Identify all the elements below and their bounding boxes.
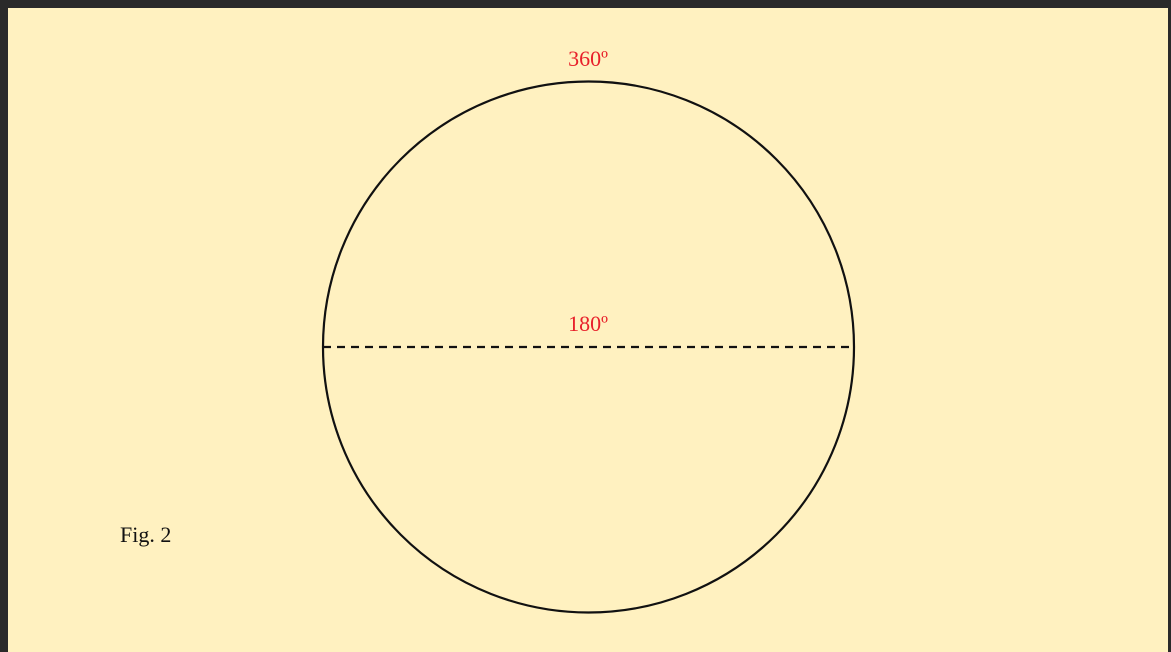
diameter-label: 180º <box>568 311 608 336</box>
figure-label: Fig. 2 <box>120 522 171 547</box>
background <box>8 8 1168 652</box>
top-label: 360º <box>568 46 608 71</box>
